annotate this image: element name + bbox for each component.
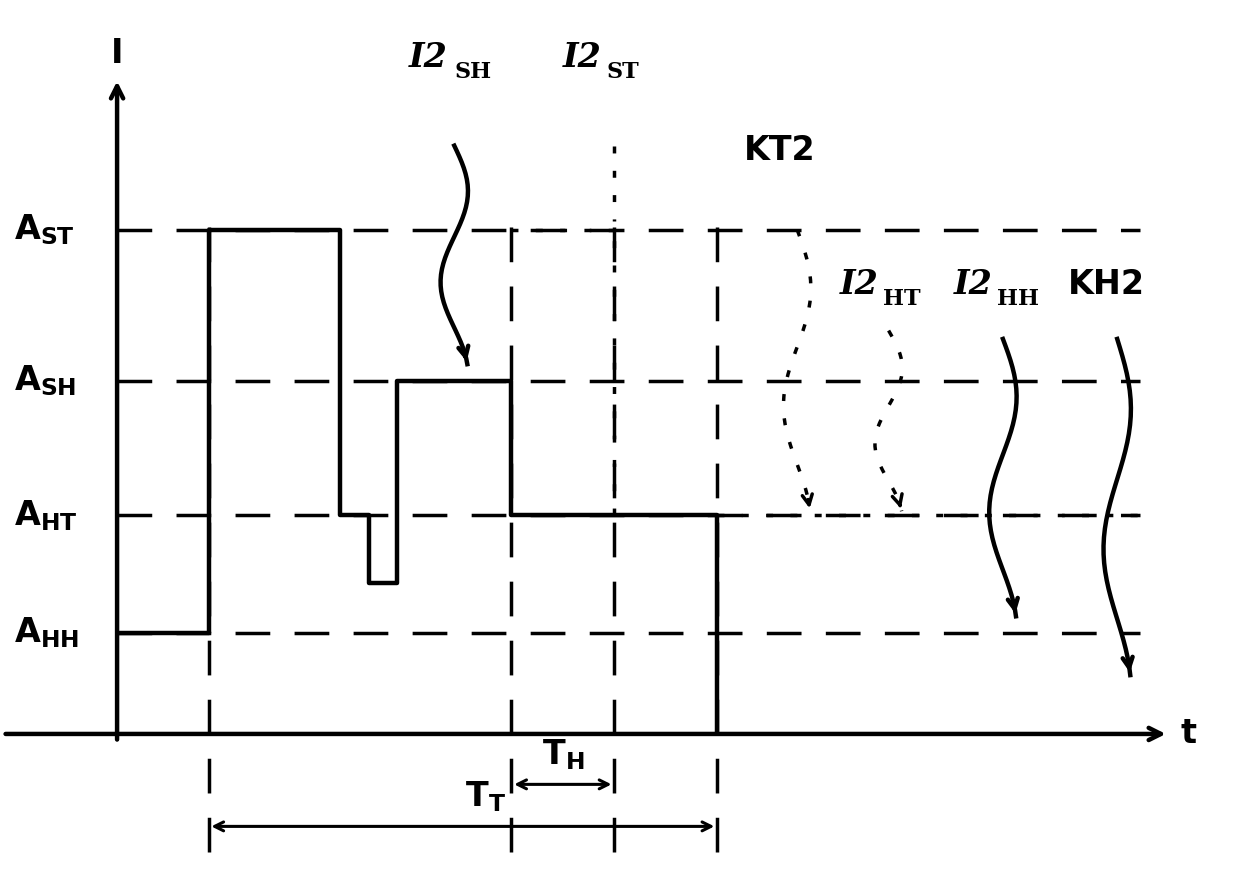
Text: ST: ST [606,60,639,83]
Text: $\mathbf{T_H}$: $\mathbf{T_H}$ [542,737,584,772]
Text: SH: SH [454,60,491,83]
Text: I2: I2 [408,41,448,75]
Text: HT: HT [883,288,920,310]
Text: I2: I2 [954,268,993,301]
Text: $\mathbf{A_{SH}}$: $\mathbf{A_{SH}}$ [14,363,77,399]
Text: $\mathbf{A_{HH}}$: $\mathbf{A_{HH}}$ [14,615,79,650]
Text: I2: I2 [563,41,601,75]
Text: KH2: KH2 [1068,268,1145,301]
Text: I: I [110,37,123,70]
Text: HH: HH [997,288,1039,310]
Text: I2: I2 [839,268,878,301]
Text: $\mathbf{A_{ST}}$: $\mathbf{A_{ST}}$ [14,212,76,247]
Text: $\mathbf{T_T}$: $\mathbf{T_T}$ [465,779,506,813]
Text: KT2: KT2 [744,134,815,167]
Text: $\mathbf{A_{HT}}$: $\mathbf{A_{HT}}$ [14,498,78,533]
Text: t: t [1180,718,1197,750]
